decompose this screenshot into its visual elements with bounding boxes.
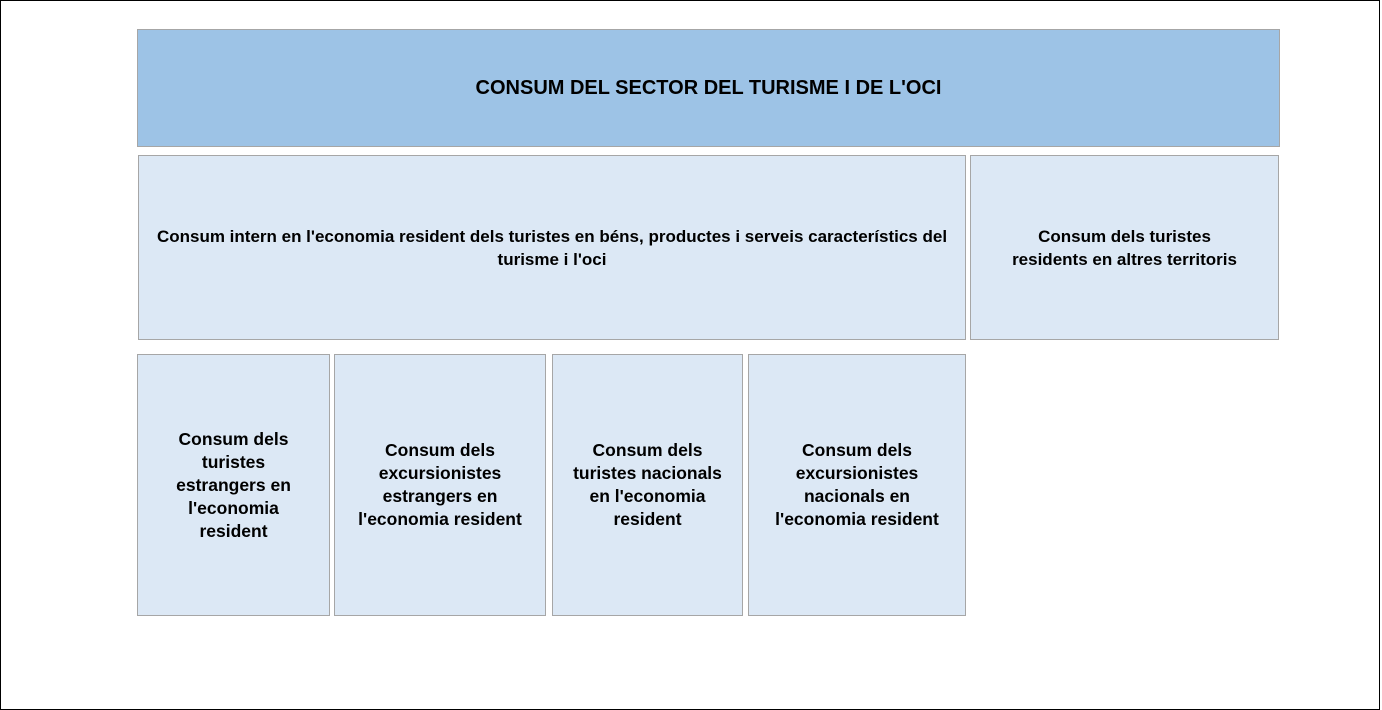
category-box: Consum dels turistes nacionals en l'econ… — [552, 354, 743, 616]
box-label: Consum dels excursionistes estrangers en… — [358, 440, 522, 529]
box-label: Consum dels turistes nacionals en l'econ… — [573, 440, 722, 529]
internal-box: Consum intern en l'economia resident del… — [138, 155, 966, 340]
category-box: Consum dels excursionistes nacionals en … — [748, 354, 966, 616]
title-box: CONSUM DEL SECTOR DEL TURISME I DE L'OCI — [137, 29, 1280, 147]
box-label: Consum dels turistes residents en altres… — [1012, 226, 1237, 269]
category-box: Consum dels turistes estrangers en l'eco… — [137, 354, 330, 616]
box-label: Consum dels turistes estrangers en l'eco… — [176, 428, 291, 541]
outbound-box: Consum dels turistes residents en altres… — [970, 155, 1279, 340]
title: CONSUM DEL SECTOR DEL TURISME I DE L'OCI — [475, 76, 942, 99]
category-box: Consum dels excursionistes estrangers en… — [334, 354, 546, 616]
box-label: Consum dels excursionistes nacionals en … — [775, 440, 939, 529]
box-label: Consum intern en l'economia resident del… — [156, 226, 948, 269]
